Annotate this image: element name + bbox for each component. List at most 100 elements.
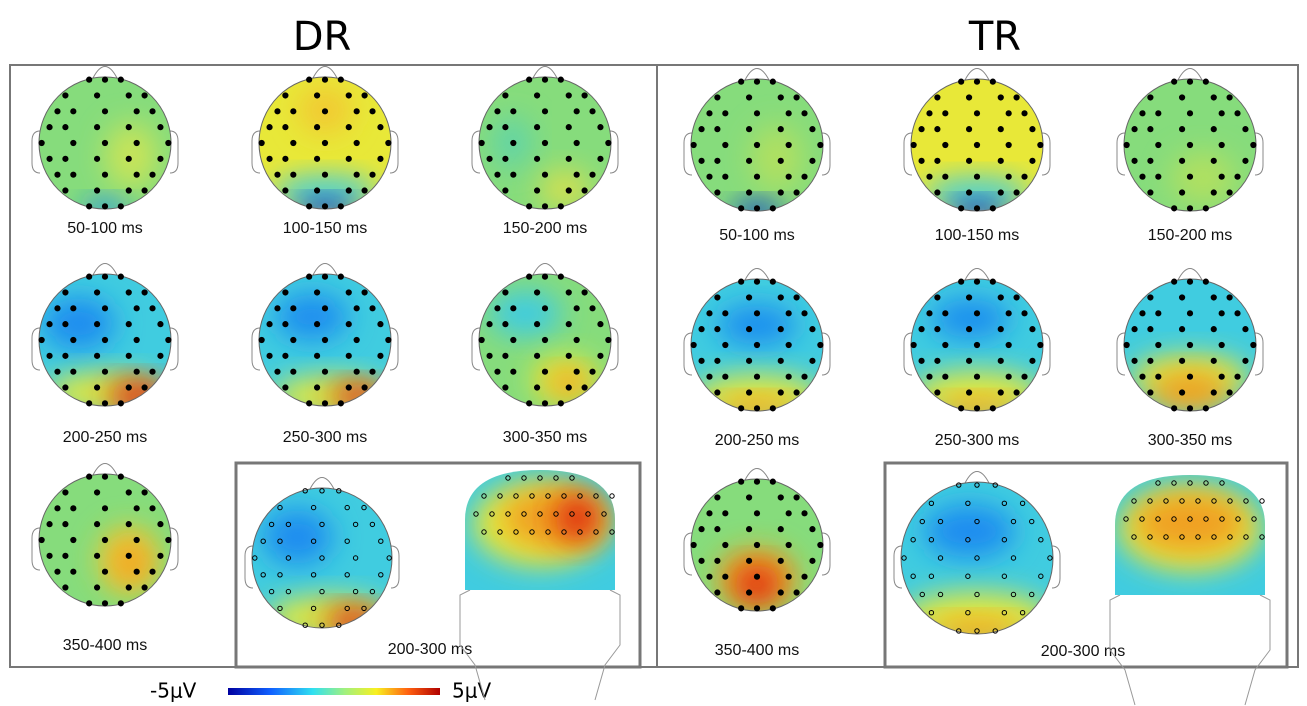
electrode (934, 357, 941, 364)
electrode (526, 76, 533, 83)
electrode (1178, 94, 1186, 101)
electrode (125, 489, 132, 496)
electrode (965, 357, 973, 364)
electrode (313, 124, 321, 131)
electrode (353, 368, 360, 375)
topo-map (683, 468, 831, 612)
electrode (1029, 326, 1036, 333)
head-outline (900, 481, 1054, 635)
electrode (526, 273, 533, 280)
electrode (1010, 555, 1017, 561)
electrode (777, 326, 784, 333)
electrode (101, 139, 109, 147)
electrode (777, 557, 784, 564)
electrode (1210, 94, 1217, 101)
electrode (1005, 110, 1012, 117)
ear (251, 130, 261, 174)
electrode (1123, 516, 1129, 522)
electrode (1210, 389, 1217, 396)
electrode (133, 568, 140, 575)
electrode (1147, 189, 1154, 196)
electrode (1210, 157, 1217, 164)
electrode (1202, 405, 1209, 412)
electrode (101, 273, 109, 280)
electrode (901, 555, 907, 561)
electrode (777, 357, 784, 364)
electrode (745, 294, 753, 301)
electrode (494, 171, 501, 178)
electrode (956, 482, 962, 488)
electrode (1155, 173, 1162, 180)
electrode (557, 400, 564, 407)
electrode (809, 357, 816, 364)
potential-blob (930, 298, 1011, 339)
electrode (1211, 498, 1217, 504)
potential-blob (717, 305, 797, 346)
electrode (319, 555, 325, 561)
electrode (1029, 126, 1036, 133)
electrode (54, 568, 61, 575)
map-label: 100-150 ms (935, 227, 1020, 244)
electrode (793, 189, 800, 196)
electrode (974, 591, 980, 598)
ear (683, 332, 693, 376)
electrode (965, 326, 973, 333)
potential-blob (104, 123, 158, 190)
electrode (481, 493, 487, 499)
inset-frame (883, 461, 1289, 669)
electrode (690, 141, 697, 149)
electrode (1155, 516, 1161, 522)
electrode (321, 171, 329, 178)
ear (169, 130, 179, 174)
electrode (1219, 480, 1225, 486)
electrode (581, 92, 588, 99)
electrode (793, 94, 800, 101)
electrode (1029, 157, 1036, 164)
electrode (1234, 173, 1241, 180)
electrode (965, 294, 973, 301)
potential-blob (1170, 151, 1237, 205)
topo-map (31, 263, 179, 407)
electrode (302, 622, 308, 628)
electrode (141, 584, 148, 591)
electrode (141, 289, 148, 296)
electrode (997, 189, 1004, 196)
electrode (937, 518, 944, 525)
electrode (290, 171, 297, 178)
electrode (541, 305, 549, 312)
electrode (1178, 189, 1186, 196)
electrode (992, 482, 998, 488)
electrode (369, 171, 376, 178)
electrode (70, 171, 77, 178)
electrode (714, 389, 721, 396)
electrode (125, 92, 132, 99)
electrode (989, 205, 996, 212)
ear (31, 527, 41, 571)
electrode (1139, 173, 1146, 180)
electrode (769, 278, 776, 285)
topo-map (1116, 68, 1264, 212)
electrode (1021, 173, 1028, 180)
electrode (1195, 534, 1201, 540)
electrode (926, 373, 933, 380)
electrode (997, 389, 1004, 396)
electrode (502, 124, 509, 131)
electrode (777, 126, 784, 133)
electrode (141, 489, 148, 496)
electrode (1147, 94, 1154, 101)
electrode (268, 588, 275, 595)
electrode (942, 141, 949, 149)
electrode (965, 126, 973, 133)
electrode (1186, 141, 1194, 149)
electrode (714, 494, 721, 501)
electrode (722, 373, 729, 380)
ear (1051, 545, 1061, 589)
electrode (93, 155, 101, 162)
electrode (573, 368, 580, 375)
electrode (958, 405, 965, 412)
electrode (290, 305, 297, 312)
electrode (1038, 573, 1044, 579)
electrode (785, 573, 792, 580)
electrode (344, 504, 350, 511)
electrode (557, 76, 564, 83)
